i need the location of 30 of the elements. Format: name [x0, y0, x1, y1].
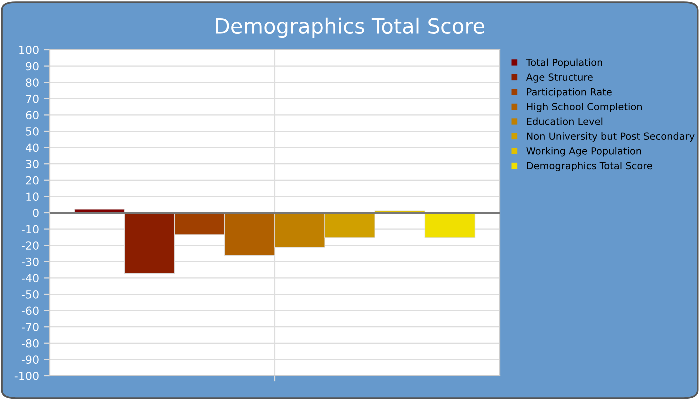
legend-label: Working Age Population [526, 147, 642, 157]
y-tick-label: 60 [26, 111, 39, 120]
legend-label: High School Completion [527, 103, 642, 112]
y-tick-label: 90 [26, 62, 39, 71]
y-tick-label: 70 [26, 94, 39, 104]
y-tick-label: 0 [33, 208, 39, 218]
y-tick-label: -100 [14, 372, 39, 380]
y-tick-label: -40 [22, 274, 39, 283]
legend-label: Participation Rate [527, 88, 612, 98]
y-tick-label: -10 [22, 225, 39, 234]
legend-label: Education Level [527, 118, 603, 126]
y-tick-label: 20 [26, 176, 39, 185]
y-tick-label: -80 [22, 339, 39, 348]
y-tick-label: 10 [26, 192, 39, 202]
y-tick-label: -70 [22, 323, 39, 332]
legend-label: Age Structure [526, 74, 593, 83]
y-tick-label: 100 [20, 46, 39, 54]
y-tick-label: 80 [26, 78, 39, 87]
y-tick-label: 40 [26, 144, 39, 152]
legend-label: Demographics Total Score [527, 162, 652, 172]
y-tick-label: -90 [22, 356, 39, 364]
y-tick-label: 30 [26, 160, 39, 168]
y-tick-label: -20 [22, 242, 39, 250]
y-tick-label: -50 [22, 290, 39, 299]
legend-label: Total Population [526, 58, 602, 68]
legend-label: Non University but Post Secondary [527, 132, 695, 142]
y-tick-label: 50 [26, 127, 39, 136]
y-tick-label: -30 [22, 258, 39, 266]
chart-title: Demographics Total Score [216, 18, 484, 38]
y-tick-label: -60 [22, 306, 39, 316]
